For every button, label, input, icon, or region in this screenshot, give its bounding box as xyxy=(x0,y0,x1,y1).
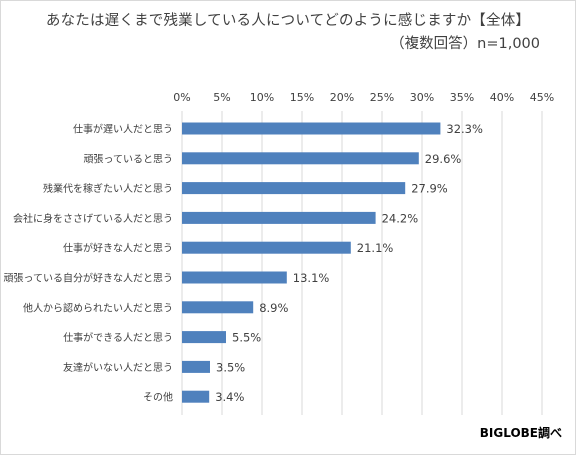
bars xyxy=(182,122,441,403)
data-label: 32.3% xyxy=(446,122,483,136)
category-label: 仕事が好きな人だと思う xyxy=(63,242,173,255)
data-label: 13.1% xyxy=(293,271,330,285)
data-labels: 32.3% 29.6% 27.9% 24.2% 21.1% 13.1% 8.9% 5.5% 3.… xyxy=(215,122,483,404)
x-tick-label: 30% xyxy=(410,91,434,104)
category-label: 頑張っていると思う xyxy=(84,153,174,165)
category-label: 仕事が遅い人だと思う xyxy=(73,123,173,136)
bar xyxy=(182,122,441,135)
category-label: 会社に身をささげている人だと思う xyxy=(13,212,173,225)
bar xyxy=(182,301,254,314)
chart-title: あなたは遅くまで残業している人についてどのように感じますか【全体】 xyxy=(45,13,531,29)
data-label: 24.2% xyxy=(382,211,419,225)
category-label: その他 xyxy=(143,391,173,404)
x-axis-ticks: 0% 5% 10% 15% 20% 25% 30% 35% 40% 45% xyxy=(173,91,554,104)
bar xyxy=(182,182,406,195)
bar xyxy=(182,211,376,224)
chart-subtitle: （複数回答）n=1,000 xyxy=(390,36,540,52)
data-label: 29.6% xyxy=(425,152,462,166)
x-tick-label: 20% xyxy=(330,91,354,104)
category-labels: 仕事が遅い人だと思う頑張っていると思う残業代を稼ぎたい人だと思う会社に身をささげ… xyxy=(4,123,174,404)
x-tick-label: 10% xyxy=(250,91,274,104)
x-tick-label: 40% xyxy=(490,91,514,104)
x-tick-label: 35% xyxy=(450,91,474,104)
data-label: 21.1% xyxy=(357,241,394,255)
x-tick-label: 0% xyxy=(173,91,190,104)
category-label: 仕事ができる人だと思う xyxy=(63,331,173,344)
x-tick-label: 5% xyxy=(213,91,230,104)
data-label: 5.5% xyxy=(232,331,261,345)
category-label: 頑張っている自分が好きな人だと思う xyxy=(4,272,174,285)
category-label: 残業代を稼ぎたい人だと思う xyxy=(43,182,173,195)
bar xyxy=(182,271,287,284)
x-tick-label: 15% xyxy=(290,91,314,104)
category-label: 友達がいない人だと思う xyxy=(63,361,173,374)
bar xyxy=(182,152,419,165)
data-label: 8.9% xyxy=(259,301,288,315)
x-tick-label: 45% xyxy=(530,91,554,104)
data-label: 27.9% xyxy=(411,182,448,196)
data-label: 3.5% xyxy=(216,360,245,374)
x-tick-label: 25% xyxy=(370,91,394,104)
bar xyxy=(182,390,210,403)
bar xyxy=(182,360,210,373)
category-label: 他人から認められたい人だと思う xyxy=(23,301,173,314)
source-credit: BIGLOBE調べ xyxy=(479,426,562,440)
bar xyxy=(182,241,351,254)
bar xyxy=(182,331,226,344)
data-label: 3.4% xyxy=(215,390,244,404)
